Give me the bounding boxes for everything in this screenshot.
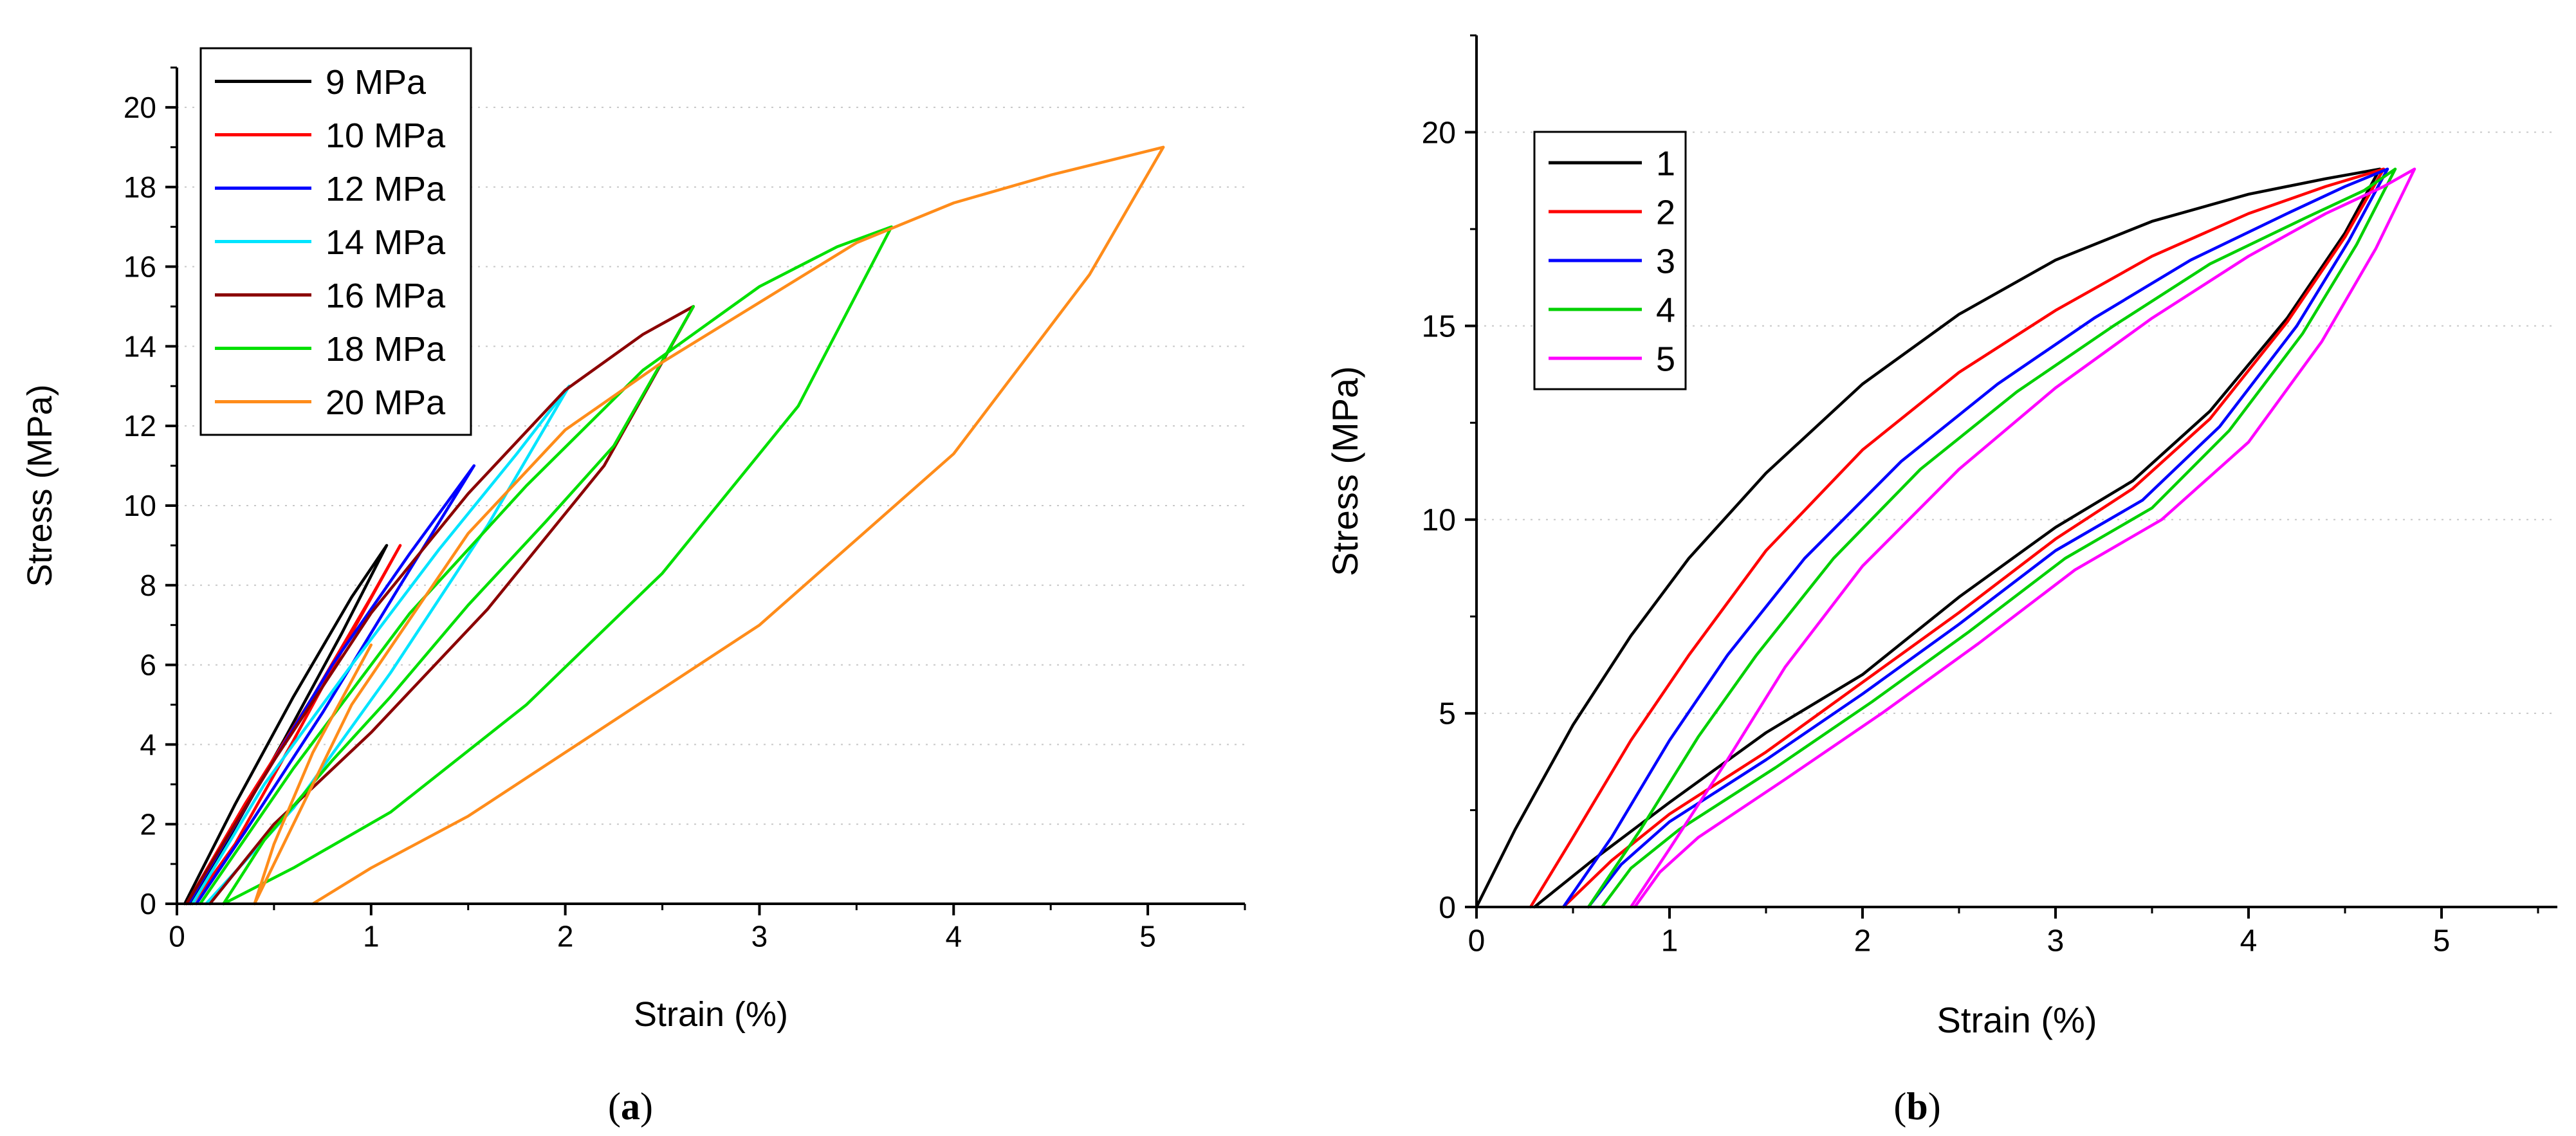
legend-label: 5 xyxy=(1656,340,1675,378)
panel-label-a: (a) xyxy=(608,1085,653,1128)
x-tick-label: 0 xyxy=(169,919,185,953)
series-line-2 xyxy=(1529,167,2386,909)
y-tick-label: 20 xyxy=(1422,116,1456,150)
legend-label: 4 xyxy=(1656,291,1675,329)
b-y-axis-label: Stress (MPa) xyxy=(1325,366,1365,576)
series-line-5 xyxy=(1629,167,2416,909)
legend-label: 2 xyxy=(1656,193,1675,232)
y-tick-label: 18 xyxy=(124,170,156,204)
y-tick-label: 4 xyxy=(140,728,156,761)
series-line-1 xyxy=(1475,167,2382,909)
legend-label: 14 MPa xyxy=(326,223,446,262)
x-tick-label: 5 xyxy=(2433,924,2451,958)
b-grid xyxy=(1477,131,2557,714)
panel-label-b-open: ( xyxy=(1893,1085,1906,1128)
series-line-16-mpa xyxy=(185,305,695,906)
legend-label: 16 MPa xyxy=(326,277,446,315)
x-tick-label: 3 xyxy=(2047,924,2065,958)
panel-label-a-open: ( xyxy=(608,1085,621,1128)
a-legend: 9 MPa 10 MPa 12 MPa 14 MPa 16 MPa 18 MPa 20 MP… xyxy=(199,47,472,436)
a-series xyxy=(183,145,1165,906)
series-line-3 xyxy=(1561,167,2389,909)
panel-label-b: (b) xyxy=(1893,1085,1940,1128)
a-x-axis-label: Strain (%) xyxy=(634,995,788,1034)
y-tick-label: 20 xyxy=(124,91,156,124)
y-tick-label: 0 xyxy=(1439,891,1456,925)
y-tick-label: 16 xyxy=(124,250,156,284)
legend-label: 9 MPa xyxy=(326,63,427,102)
x-tick-label: 1 xyxy=(1661,924,1679,958)
b-legend: 1 2 3 4 5 xyxy=(1533,131,1687,390)
x-tick-label: 4 xyxy=(2240,924,2258,958)
series-line-extra xyxy=(222,305,695,906)
b-series xyxy=(1475,167,2416,909)
x-tick-label: 2 xyxy=(557,919,574,953)
x-tick-label: 2 xyxy=(1854,924,1872,958)
y-tick-label: 10 xyxy=(1422,504,1456,538)
panel-label-b-letter: b xyxy=(1906,1085,1927,1128)
y-tick-label: 10 xyxy=(124,489,156,522)
a-y-axis-label: Stress (MPa) xyxy=(21,384,59,587)
y-tick-label: 0 xyxy=(140,887,156,921)
x-tick-label: 4 xyxy=(945,919,962,953)
x-tick-label: 1 xyxy=(363,919,380,953)
legend-label: 20 MPa xyxy=(326,383,446,422)
y-tick-label: 8 xyxy=(140,569,156,602)
legend-label: 12 MPa xyxy=(326,170,446,208)
x-tick-label: 0 xyxy=(1468,924,1486,958)
y-tick-label: 5 xyxy=(1439,697,1456,731)
x-tick-label: 3 xyxy=(751,919,768,953)
legend-label: 18 MPa xyxy=(326,330,446,369)
panel-label-a-close: ) xyxy=(640,1085,653,1128)
legend-label: 3 xyxy=(1656,242,1675,280)
panel-label-a-letter: a xyxy=(621,1085,640,1128)
legend-label: 1 xyxy=(1656,144,1675,183)
y-tick-label: 6 xyxy=(140,648,156,682)
series-line-4 xyxy=(1587,167,2397,909)
panel-label-b-close: ) xyxy=(1928,1085,1941,1128)
series-line-20-mpa xyxy=(253,145,1165,906)
x-tick-label: 5 xyxy=(1139,919,1156,953)
b-x-axis-label: Strain (%) xyxy=(1937,1000,2097,1040)
y-tick-label: 2 xyxy=(140,807,156,841)
y-tick-label: 14 xyxy=(124,329,156,363)
series-line-extra xyxy=(253,643,373,906)
series-line-14-mpa xyxy=(190,384,571,906)
y-tick-label: 15 xyxy=(1422,309,1456,344)
y-tick-label: 12 xyxy=(124,409,156,443)
legend-label: 10 MPa xyxy=(326,116,446,155)
